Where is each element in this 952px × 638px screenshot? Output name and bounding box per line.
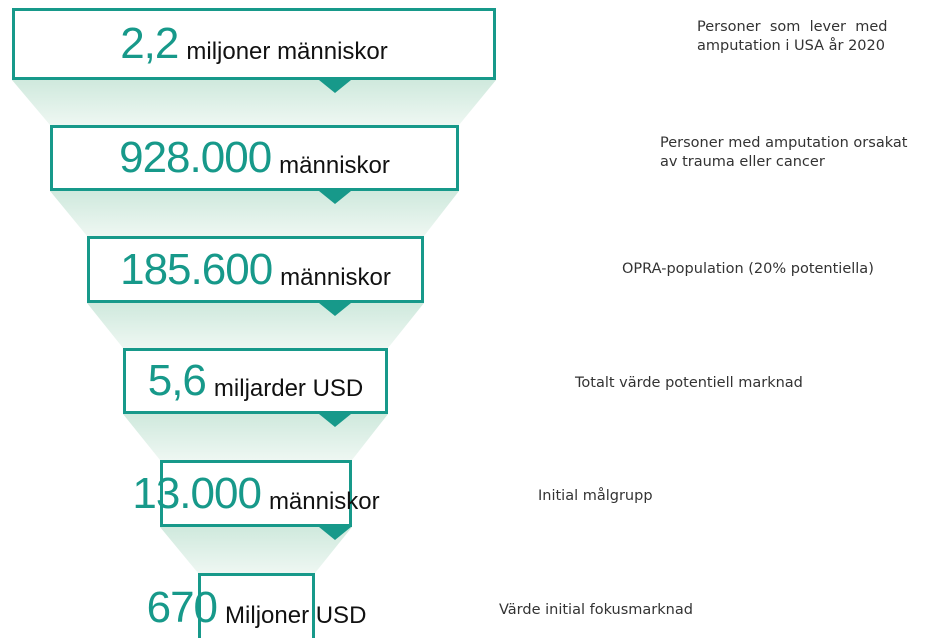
level-description: Totalt värde potentiell marknad xyxy=(575,374,803,393)
level-number: 670 xyxy=(146,583,218,632)
level-box: 13.000 människor xyxy=(132,460,380,527)
level-description: Personer med amputation orsakat av trauma… xyxy=(660,134,907,172)
funnel-band xyxy=(123,414,388,460)
pointer-triangle xyxy=(319,414,351,427)
level-box: 2,2 miljoner människor xyxy=(12,8,496,80)
funnel-band xyxy=(87,303,424,348)
level-number: 5,6 xyxy=(147,356,207,405)
level-description: Initial målgrupp xyxy=(538,487,653,506)
level-unit: miljarder USD xyxy=(213,375,364,402)
funnel-band xyxy=(160,527,352,573)
level-description: OPRA-population (20% potentiella) xyxy=(622,260,874,279)
pointer-triangle xyxy=(319,527,351,540)
description-line: Totalt värde potentiell marknad xyxy=(575,375,803,391)
description-line: av trauma eller cancer xyxy=(660,154,825,170)
level-number: 13.000 xyxy=(132,468,262,518)
level-number: 928.000 xyxy=(119,133,272,182)
description-line: Personer med amputation orsakat xyxy=(660,135,908,151)
funnel-band xyxy=(12,80,496,125)
level-box: 928.000 människor xyxy=(50,125,459,191)
level-box: 185.600 människor xyxy=(87,236,424,303)
level-unit: Miljoner USD xyxy=(225,602,367,629)
level-unit: människor xyxy=(280,263,391,291)
description-line: OPRA-population (20% potentiella) xyxy=(622,261,874,277)
level-unit: miljoner människor xyxy=(186,38,388,65)
pointer-triangle xyxy=(319,80,351,93)
level-number: 2,2 xyxy=(120,19,179,68)
description-line: Personer som lever med xyxy=(697,19,888,35)
level-number: 185.600 xyxy=(120,244,273,294)
description-line: amputation i USA år 2020 xyxy=(697,38,885,54)
level-unit: människor xyxy=(279,152,390,179)
funnel-band xyxy=(50,191,459,236)
level-unit: människor xyxy=(268,487,380,515)
description-line: Initial målgrupp xyxy=(538,488,653,504)
pointer-triangle xyxy=(319,191,351,204)
level-description: Värde initial fokusmarknad xyxy=(499,601,693,620)
level-box: 670 Miljoner USD xyxy=(147,573,366,638)
level-box: 5,6 miljarder USD xyxy=(123,348,388,414)
description-line: Värde initial fokusmarknad xyxy=(499,602,693,618)
level-description: Personer som lever med amputation i USA å… xyxy=(697,18,887,56)
pointer-triangle xyxy=(319,303,351,316)
